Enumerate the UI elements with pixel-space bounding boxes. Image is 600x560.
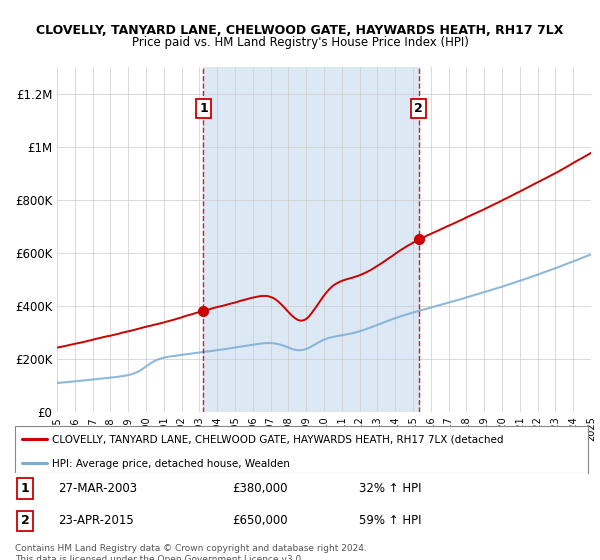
Text: 23-APR-2015: 23-APR-2015 <box>58 514 134 528</box>
Text: 27-MAR-2003: 27-MAR-2003 <box>58 482 137 495</box>
Text: 2: 2 <box>21 514 29 528</box>
Bar <box>203 67 419 412</box>
Text: 32% ↑ HPI: 32% ↑ HPI <box>359 482 421 495</box>
Text: CLOVELLY, TANYARD LANE, CHELWOOD GATE, HAYWARDS HEATH, RH17 7LX (detached: CLOVELLY, TANYARD LANE, CHELWOOD GATE, H… <box>52 435 504 445</box>
Text: CLOVELLY, TANYARD LANE, CHELWOOD GATE, HAYWARDS HEATH, RH17 7LX: CLOVELLY, TANYARD LANE, CHELWOOD GATE, H… <box>37 24 563 36</box>
Text: 2: 2 <box>414 102 423 115</box>
Text: Contains HM Land Registry data © Crown copyright and database right 2024.
This d: Contains HM Land Registry data © Crown c… <box>15 544 367 560</box>
Text: Price paid vs. HM Land Registry's House Price Index (HPI): Price paid vs. HM Land Registry's House … <box>131 36 469 49</box>
Text: £650,000: £650,000 <box>233 514 289 528</box>
Text: 1: 1 <box>199 102 208 115</box>
Text: 1: 1 <box>21 482 29 495</box>
Text: 59% ↑ HPI: 59% ↑ HPI <box>359 514 421 528</box>
Text: £380,000: £380,000 <box>233 482 288 495</box>
Text: HPI: Average price, detached house, Wealden: HPI: Average price, detached house, Weal… <box>52 459 290 469</box>
